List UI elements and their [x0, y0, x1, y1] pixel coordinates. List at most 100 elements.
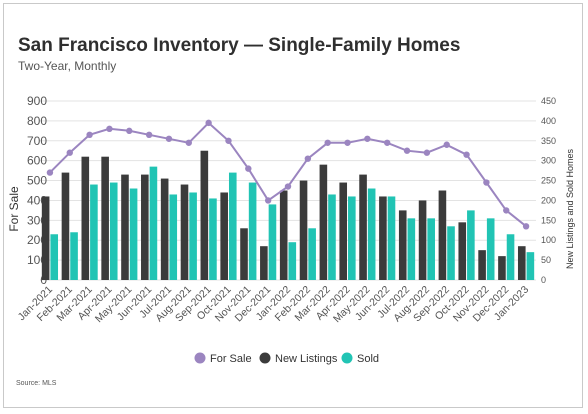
left-tick-label: 800	[27, 114, 47, 128]
chart-subtitle: Two-Year, Monthly	[18, 59, 117, 73]
source-note: Source: MLS	[16, 380, 57, 387]
new-listings-bar	[279, 190, 288, 280]
right-tick-label: 200	[541, 195, 556, 205]
for-sale-point	[264, 197, 272, 204]
new-listings-bar	[319, 164, 328, 280]
for-sale-point	[66, 149, 73, 156]
for-sale-point	[443, 141, 450, 148]
chart-title: San Francisco Inventory — Single-Family …	[18, 35, 461, 56]
sold-bar	[387, 196, 396, 280]
sold-bar	[189, 192, 197, 280]
new-listings-bar	[458, 222, 467, 280]
left-tick-label: 600	[27, 154, 47, 168]
for-sale-point	[304, 155, 312, 162]
for-sale-point	[46, 169, 54, 176]
legend-for-sale-label: For Sale	[210, 353, 252, 365]
right-tick-label: 0	[541, 275, 546, 285]
sold-bar	[149, 166, 158, 280]
for-sale-point	[423, 149, 431, 156]
for-sale-point	[324, 139, 331, 146]
left-tick-label: 700	[27, 134, 47, 148]
new-listings-bar	[478, 250, 486, 280]
left-tick-label: 500	[27, 174, 47, 188]
new-listings-bar	[81, 156, 90, 280]
right-tick-label: 150	[541, 215, 556, 225]
sold-bar	[129, 188, 138, 280]
for-sale-point	[284, 183, 292, 190]
legend-sold-label: Sold	[357, 353, 379, 365]
sold-bar	[506, 234, 515, 280]
new-listings-bar	[299, 180, 308, 280]
new-listings-bar	[101, 156, 109, 280]
sold-bar	[50, 234, 59, 280]
new-listings-bar	[498, 256, 506, 280]
new-listings-bar	[379, 196, 387, 280]
sold-bar	[70, 232, 78, 280]
new-listings-bar	[160, 178, 169, 280]
right-tick-label: 50	[541, 255, 551, 265]
new-listings-bar	[121, 174, 129, 280]
for-sale-point	[86, 131, 93, 139]
for-sale-point	[145, 131, 153, 139]
sold-bar	[467, 210, 475, 280]
for-sale-point	[106, 125, 113, 133]
legend-sold-marker	[341, 352, 353, 364]
sold-bar	[248, 182, 257, 280]
new-listings-bar	[180, 184, 189, 280]
new-listings-bar	[438, 190, 447, 280]
new-listings-bar	[260, 246, 268, 280]
sold-bar	[209, 198, 217, 280]
right-tick-label: 300	[541, 156, 556, 166]
sold-bar	[328, 194, 336, 280]
for-sale-point	[126, 127, 133, 135]
new-listings-bar	[141, 174, 149, 280]
new-listings-bar	[398, 210, 407, 280]
for-sale-point	[522, 223, 530, 230]
sold-bar	[109, 182, 118, 280]
legend-new-listings-marker	[259, 352, 271, 364]
legend-for-sale-marker	[194, 352, 206, 364]
sold-bar	[268, 204, 277, 280]
for-sale-point	[384, 139, 391, 146]
for-sale-point	[463, 151, 470, 158]
chart-card: San Francisco Inventory — Single-Family …	[3, 3, 583, 408]
new-listings-bar	[41, 196, 50, 280]
right-tick-label: 450	[541, 96, 556, 106]
for-sale-point	[483, 179, 490, 186]
for-sale-point	[165, 135, 173, 142]
sold-bar	[308, 228, 316, 280]
new-listings-bar	[359, 174, 367, 280]
new-listings-bar	[200, 150, 209, 280]
for-sale-point	[344, 139, 351, 146]
new-listings-bar	[339, 182, 348, 280]
right-axis-label: New Listings and Sold Homes	[565, 148, 575, 269]
new-listings-bar	[240, 228, 248, 280]
for-sale-point	[185, 139, 192, 146]
sold-bar	[228, 172, 237, 280]
sold-bar	[427, 218, 435, 280]
new-listings-bar	[61, 172, 70, 280]
sold-bar	[367, 188, 376, 280]
for-sale-point	[225, 137, 232, 144]
right-tick-label: 400	[541, 116, 556, 126]
left-axis-label: For Sale	[7, 186, 21, 232]
sold-bar	[348, 196, 356, 280]
new-listings-bar	[220, 192, 228, 280]
right-tick-label: 350	[541, 136, 556, 146]
sold-bar	[169, 194, 178, 280]
right-tick-label: 250	[541, 176, 556, 186]
new-listings-bar	[517, 246, 526, 280]
sold-bar	[288, 242, 297, 280]
for-sale-point	[364, 135, 371, 142]
sold-bar	[407, 218, 416, 280]
for-sale-point	[205, 119, 212, 127]
for-sale-point	[403, 147, 411, 154]
sold-bar	[486, 218, 495, 280]
sold-bar	[447, 226, 455, 280]
sold-bar	[526, 252, 535, 280]
new-listings-bar	[418, 200, 427, 280]
legend-new-listings-label: New Listings	[275, 353, 338, 365]
for-sale-point	[503, 207, 510, 214]
left-tick-label: 900	[27, 94, 47, 108]
